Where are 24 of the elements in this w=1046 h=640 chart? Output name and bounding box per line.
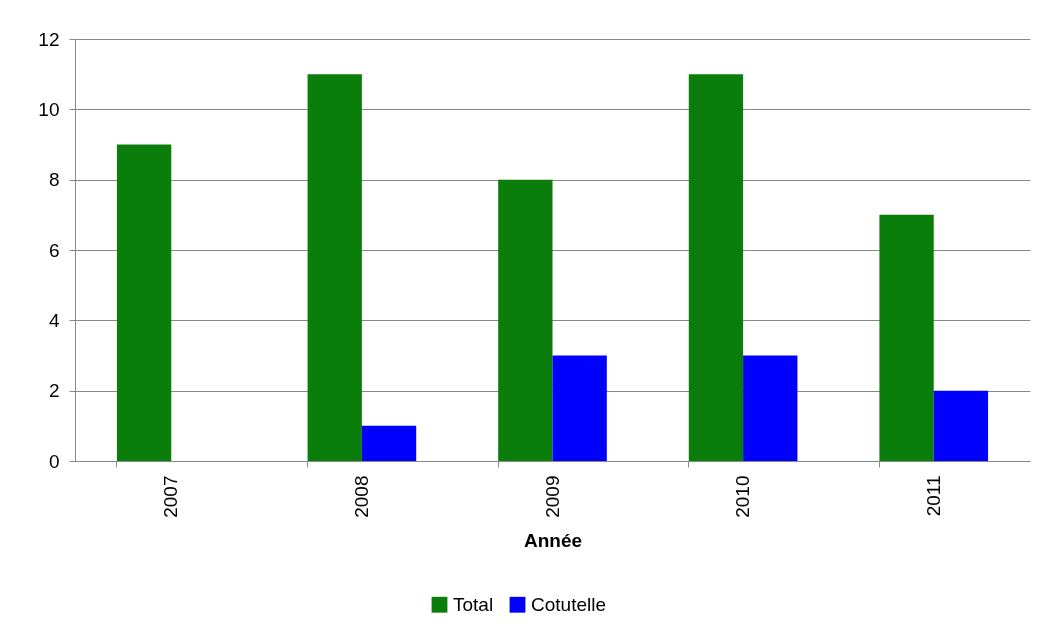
y-tick-label: 6 (48, 239, 60, 261)
x-tick-label: 2010 (732, 475, 754, 518)
bar (361, 425, 417, 461)
bar (552, 355, 607, 461)
x-tick-label: 2008 (350, 475, 372, 518)
x-axis-title: Année (523, 529, 583, 551)
legend-label: Total (453, 593, 494, 615)
y-tick-label: 10 (38, 98, 60, 120)
y-tick-label: 2 (48, 380, 60, 402)
x-tick-label: 2007 (160, 475, 182, 518)
bar (498, 179, 553, 461)
bar (688, 74, 744, 461)
bar (879, 214, 934, 461)
bar (307, 74, 362, 461)
y-tick-label: 12 (38, 28, 60, 50)
bar (933, 390, 989, 461)
x-tick-label: 2011 (922, 475, 944, 517)
y-tick-label: 8 (48, 169, 60, 191)
y-tick-label: 0 (48, 450, 60, 472)
bar (743, 355, 798, 461)
x-tick-label: 2009 (541, 475, 563, 518)
bar (116, 144, 172, 461)
y-tick-label: 4 (48, 309, 60, 331)
legend-label: Cotutelle (531, 593, 606, 615)
